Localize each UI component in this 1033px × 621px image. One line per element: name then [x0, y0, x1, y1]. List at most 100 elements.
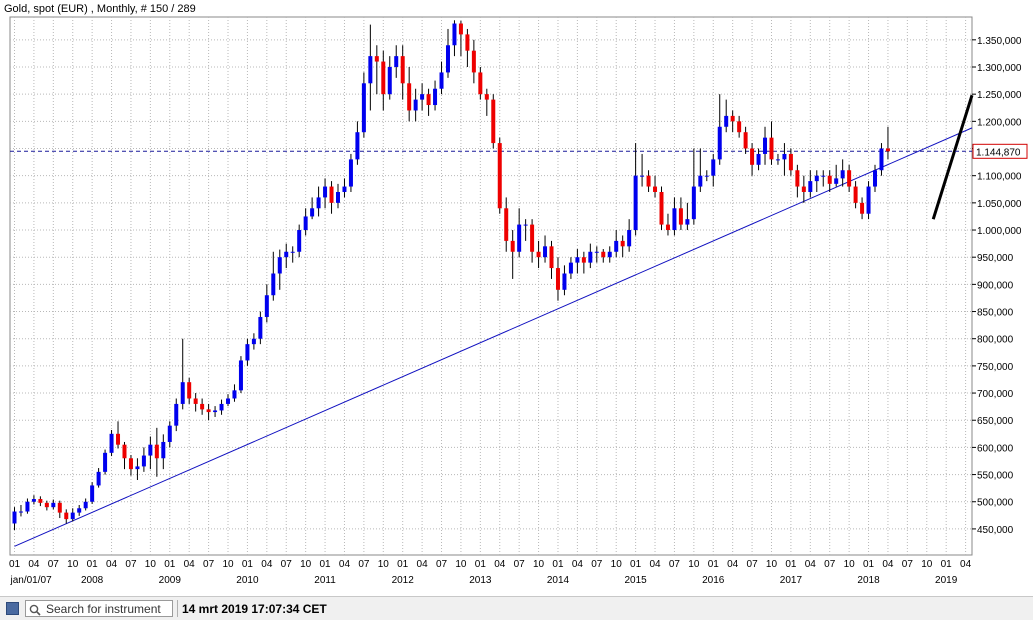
x-month-label: 10: [67, 559, 79, 570]
search-icon[interactable]: [29, 603, 41, 616]
candle-body: [491, 99, 496, 144]
candle-body: [374, 56, 379, 62]
candle-body: [788, 153, 793, 171]
candle: [827, 170, 832, 192]
candle: [277, 249, 282, 290]
candle-body: [180, 382, 185, 404]
candle-body: [258, 316, 263, 339]
search-input[interactable]: [46, 601, 172, 616]
candle: [452, 20, 457, 57]
candle: [711, 153, 716, 187]
candle-body: [413, 99, 418, 111]
candle-body: [135, 466, 140, 470]
candle-body: [206, 409, 211, 413]
candle-body: [821, 175, 826, 177]
candle-body: [310, 208, 315, 217]
y-tick-label: 500,000: [977, 498, 1014, 509]
candle: [96, 468, 101, 488]
candle: [633, 143, 638, 236]
candle: [555, 257, 560, 301]
x-month-label: 10: [455, 559, 467, 570]
candle-body: [698, 175, 703, 187]
search-box[interactable]: [25, 600, 173, 617]
candle-body: [271, 273, 276, 296]
candle-body: [400, 56, 405, 84]
candle: [316, 186, 321, 217]
candle-body: [801, 186, 806, 192]
candle-body: [627, 230, 632, 247]
candle: [258, 311, 263, 345]
candle: [38, 496, 43, 507]
candle-body: [90, 485, 95, 502]
candle-body: [103, 452, 108, 472]
candle: [445, 28, 450, 78]
window-square-icon[interactable]: [6, 602, 19, 615]
candle: [678, 197, 683, 231]
candle-body: [368, 56, 373, 84]
candle-body: [704, 175, 709, 177]
candle: [90, 482, 95, 504]
candle: [750, 143, 755, 176]
y-tick-label: 1.200,000: [977, 117, 1022, 128]
x-year-label: 2018: [857, 575, 880, 586]
candle: [853, 181, 858, 209]
candle: [665, 213, 670, 236]
candle: [536, 240, 541, 269]
support-trendline: [14, 127, 973, 547]
candle: [788, 148, 793, 176]
candle-body: [336, 191, 340, 203]
candle: [174, 398, 179, 432]
candle: [885, 126, 890, 160]
candle: [128, 455, 133, 476]
candle-body: [814, 175, 819, 182]
x-month-label: 10: [766, 559, 778, 570]
y-tick-label: 800,000: [977, 335, 1014, 346]
candle: [232, 384, 237, 402]
candle-body: [775, 159, 780, 161]
candle-body: [685, 219, 690, 225]
gridlines: [10, 17, 972, 555]
x-month-label: 10: [378, 559, 390, 570]
candle-body: [866, 186, 871, 214]
candle-body: [57, 502, 62, 513]
candle: [640, 153, 645, 187]
candle-body: [601, 251, 606, 258]
candle-body: [646, 175, 651, 187]
candle: [413, 88, 418, 122]
x-month-label: 01: [87, 559, 99, 570]
candle: [834, 164, 839, 187]
candle-body: [187, 382, 192, 399]
candle: [77, 505, 82, 516]
candle: [200, 398, 205, 415]
candle-body: [458, 23, 463, 35]
x-year-label: 2012: [392, 575, 415, 586]
candle: [51, 499, 56, 510]
candle-body: [711, 159, 716, 176]
candle-body: [763, 137, 768, 154]
candle-body: [879, 148, 884, 171]
candle: [672, 197, 677, 236]
x-month-label: 10: [145, 559, 157, 570]
candle-body: [840, 170, 845, 179]
candle-body: [426, 94, 431, 106]
candle: [530, 219, 535, 263]
candle-body: [232, 390, 237, 399]
candle: [756, 148, 761, 171]
price-chart[interactable]: Gold, spot (EUR) , Monthly, # 150 / 289 …: [0, 0, 1033, 596]
candle-body: [834, 178, 839, 184]
candle: [122, 441, 127, 470]
y-tick-label: 900,000: [977, 280, 1014, 291]
candle: [717, 94, 722, 165]
candle-body: [568, 262, 573, 274]
candle-body: [860, 202, 865, 214]
plot-border: [9, 16, 973, 556]
status-bar: 14 mrt 2019 17:07:34 CET: [0, 596, 1033, 620]
candle: [620, 235, 625, 258]
chart-area[interactable]: Gold, spot (EUR) , Monthly, # 150 / 289 …: [0, 0, 1033, 596]
candle-body: [433, 88, 438, 106]
candlesticks: [12, 20, 890, 531]
candle: [504, 197, 509, 252]
candle-body: [226, 398, 231, 404]
candle: [297, 224, 302, 258]
candle: [206, 403, 211, 421]
